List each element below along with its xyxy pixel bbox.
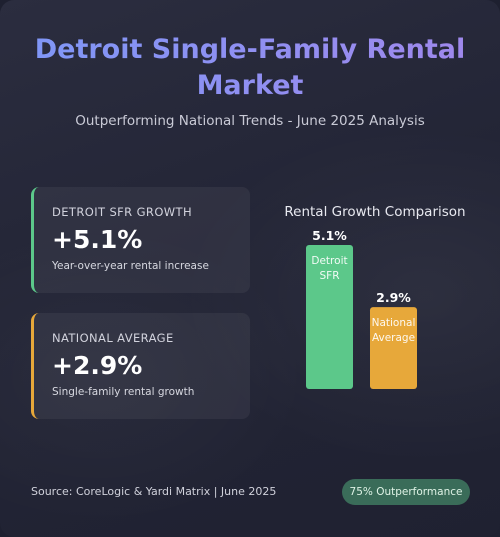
stat-label: DETROIT SFR GROWTH	[52, 205, 193, 219]
bar-category-label: SFR	[319, 270, 339, 282]
source-note: Source: CoreLogic & Yardi Matrix | June …	[31, 485, 277, 498]
stat-card-national: NATIONAL AVERAGE +2.9% Single-family ren…	[31, 313, 250, 419]
chart-svg: 5.1% Detroit SFR 2.9% National Average	[306, 228, 417, 389]
stat-description: Year-over-year rental increase	[52, 260, 209, 272]
bar-category-label: National	[372, 317, 416, 329]
bar-0	[306, 245, 353, 389]
stat-description: Single-family rental growth	[52, 386, 195, 398]
stat-card-detroit: DETROIT SFR GROWTH +5.1% Year-over-year …	[31, 187, 250, 293]
chart-title: Rental Growth Comparison	[284, 204, 466, 220]
outperformance-badge: 75% Outperformance	[342, 479, 470, 505]
bar-category-label: Average	[372, 332, 415, 344]
bar-category-label: Detroit	[311, 255, 347, 267]
page-title: Detroit Single-Family Rental Market	[20, 32, 480, 104]
stat-label: NATIONAL AVERAGE	[52, 331, 174, 345]
stat-value: +5.1%	[52, 225, 143, 254]
bar-chart: 5.1% Detroit SFR 2.9% National Average	[290, 215, 440, 395]
bar-1	[370, 307, 417, 389]
page-subtitle: Outperforming National Trends - June 202…	[75, 113, 425, 129]
stat-value: +2.9%	[52, 351, 143, 380]
bar-value-label: 5.1%	[312, 228, 347, 243]
bar-value-label: 2.9%	[376, 290, 411, 305]
